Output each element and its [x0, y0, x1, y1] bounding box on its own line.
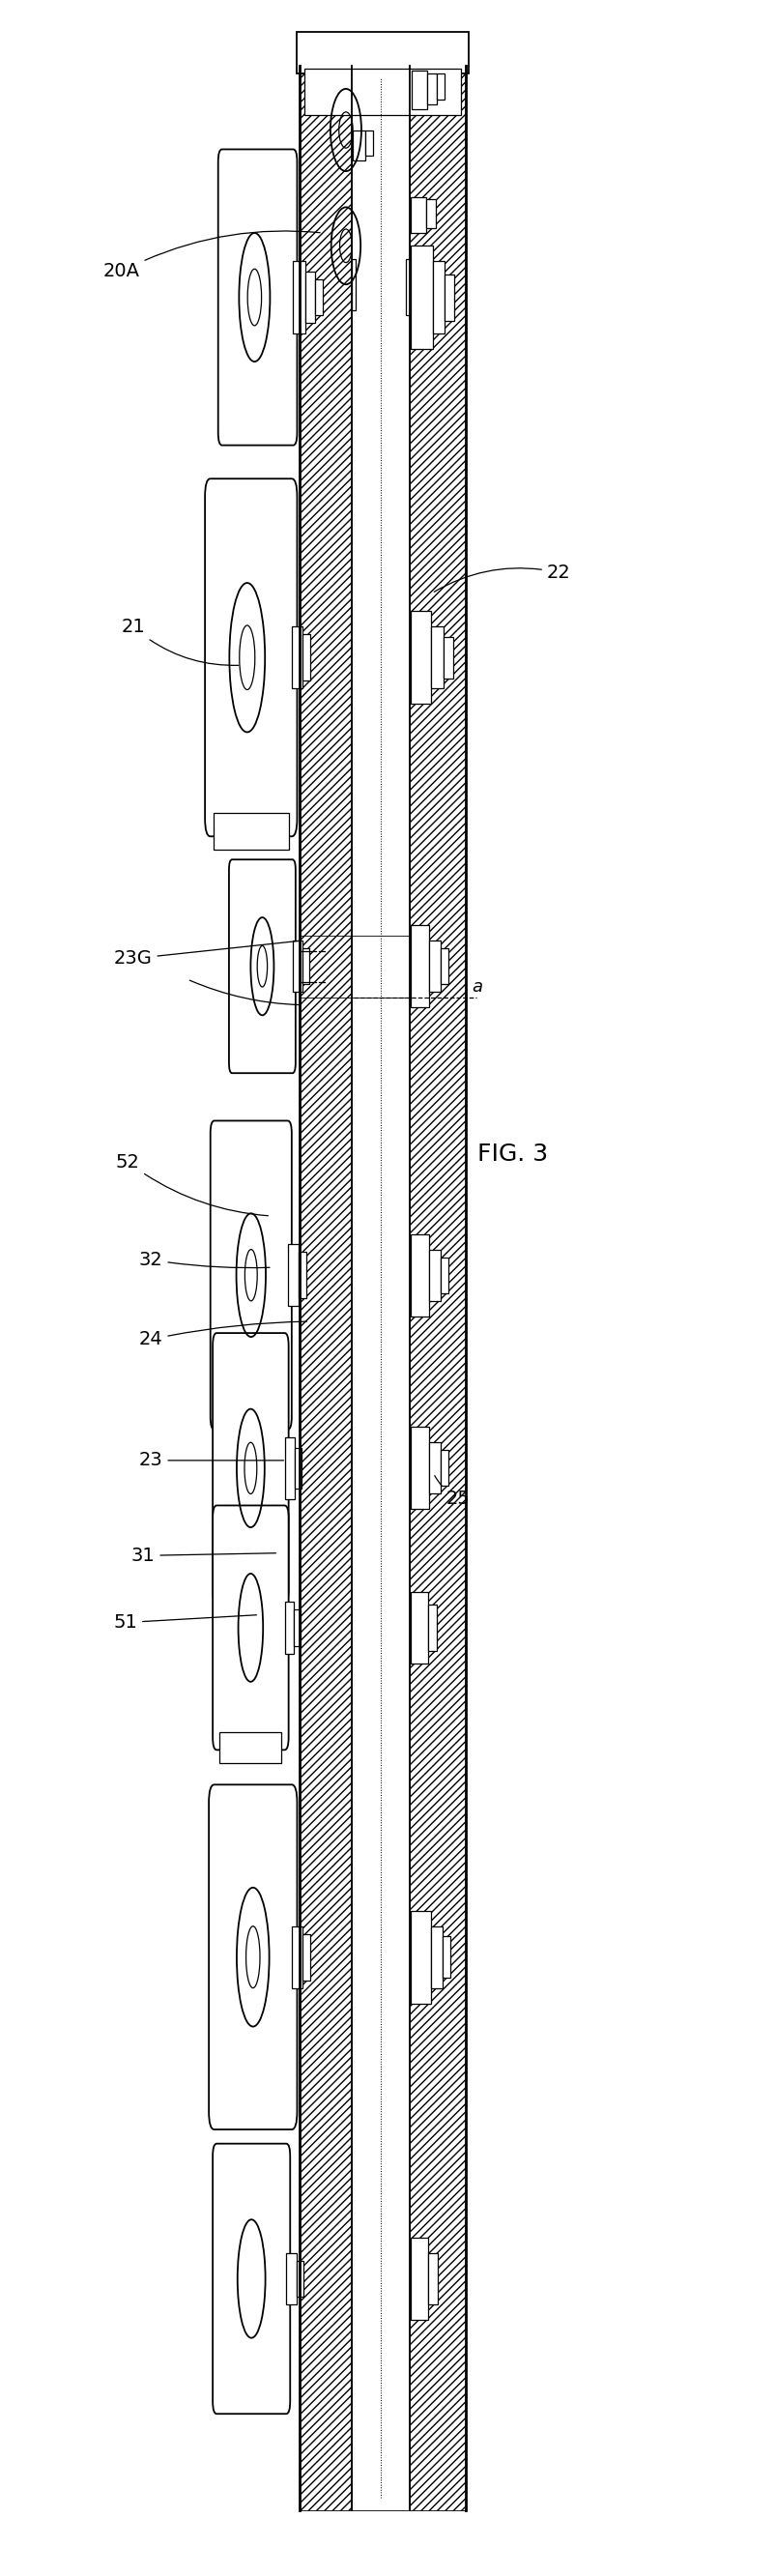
Bar	[286, 2254, 296, 2306]
Text: 20A: 20A	[103, 232, 320, 281]
Bar	[432, 260, 445, 332]
Bar	[427, 72, 436, 103]
Bar	[411, 2239, 428, 2321]
Bar	[221, 1365, 279, 1569]
Bar	[411, 1592, 428, 1664]
Bar	[298, 1252, 306, 1298]
Bar	[293, 260, 305, 332]
Bar	[429, 1443, 440, 1494]
Bar	[365, 129, 372, 155]
Bar	[314, 278, 322, 314]
Bar	[284, 1437, 294, 1499]
Bar	[411, 196, 426, 232]
Bar	[411, 245, 432, 348]
Bar	[227, 178, 288, 417]
Bar	[445, 273, 454, 319]
Text: 23: 23	[139, 1450, 283, 1468]
FancyBboxPatch shape	[205, 479, 296, 837]
Bar	[410, 64, 466, 2512]
Bar	[428, 2254, 438, 2306]
Bar	[219, 1159, 282, 1391]
Bar	[287, 1244, 298, 1306]
Bar	[352, 64, 410, 2512]
Bar	[291, 1927, 302, 1989]
FancyBboxPatch shape	[210, 1121, 291, 1430]
Bar	[431, 1927, 442, 1989]
FancyBboxPatch shape	[209, 1785, 296, 2130]
Bar	[411, 1911, 431, 2004]
FancyBboxPatch shape	[218, 149, 296, 446]
Text: 25: 25	[434, 1476, 469, 1507]
Bar	[431, 626, 443, 688]
Bar	[411, 925, 429, 1007]
Bar	[303, 67, 461, 113]
Bar	[351, 258, 355, 309]
Bar	[440, 1257, 448, 1293]
FancyBboxPatch shape	[213, 2143, 289, 2414]
Bar	[302, 1935, 310, 1981]
Bar	[429, 1249, 440, 1301]
Bar	[221, 1538, 279, 1716]
Bar	[296, 33, 469, 72]
Text: a: a	[472, 979, 482, 994]
Text: 23G: 23G	[113, 940, 299, 969]
Bar	[284, 1602, 293, 1654]
Bar	[440, 1450, 448, 1486]
Bar	[443, 636, 452, 677]
Text: 51: 51	[113, 1613, 256, 1631]
Bar	[296, 2262, 303, 2298]
FancyBboxPatch shape	[213, 1504, 288, 1749]
Bar	[215, 523, 286, 793]
Text: FIG. 3: FIG. 3	[476, 1144, 547, 1167]
Bar	[294, 1448, 301, 1489]
Text: 52: 52	[116, 1151, 268, 1216]
Bar	[436, 72, 444, 98]
Text: 24: 24	[139, 1321, 307, 1350]
Bar	[236, 891, 288, 1043]
Text: 31: 31	[131, 1546, 275, 1564]
Bar	[406, 258, 411, 314]
Bar	[411, 70, 427, 108]
FancyBboxPatch shape	[229, 860, 295, 1074]
Text: 32: 32	[139, 1249, 269, 1270]
Text: 21: 21	[121, 618, 238, 665]
Text: 22: 22	[434, 564, 570, 592]
Bar	[426, 198, 435, 227]
Bar	[442, 1937, 450, 1978]
Bar	[352, 129, 365, 160]
Bar	[293, 1610, 300, 1646]
Bar	[221, 2177, 281, 2380]
Bar	[411, 1234, 429, 1316]
Bar	[411, 611, 431, 703]
Bar	[299, 64, 352, 2512]
Bar	[440, 948, 448, 984]
Bar	[302, 634, 310, 680]
Bar	[429, 940, 440, 992]
Bar	[291, 626, 302, 688]
Bar	[305, 270, 314, 322]
Bar	[302, 948, 309, 984]
FancyBboxPatch shape	[213, 1332, 288, 1602]
Bar	[219, 1829, 286, 2087]
Bar	[411, 1427, 429, 1510]
Bar	[220, 1731, 281, 1762]
Bar	[428, 1605, 437, 1651]
Bar	[213, 814, 288, 850]
Bar	[292, 940, 302, 992]
